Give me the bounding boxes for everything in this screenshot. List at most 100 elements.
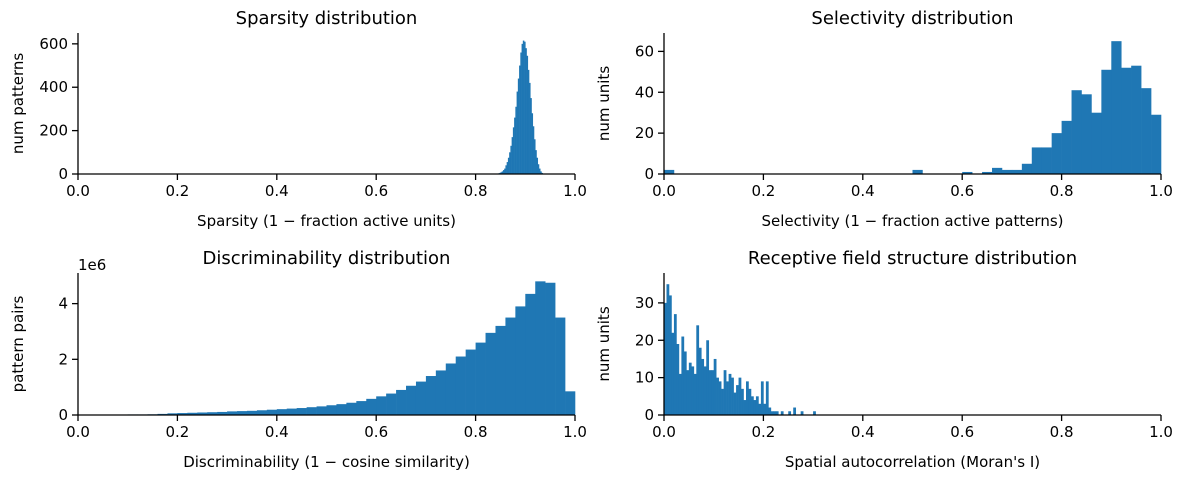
histogram-bar — [217, 411, 228, 415]
histogram-bar — [800, 411, 804, 415]
histogram-bar — [511, 137, 514, 174]
histogram-bar — [565, 391, 576, 415]
x-tick-label: 0.0 — [66, 423, 90, 441]
histogram-bar — [1101, 69, 1112, 174]
histogram-bar — [540, 171, 542, 174]
x-tick-label: 0.2 — [751, 423, 775, 441]
histogram-bar — [502, 170, 505, 174]
histogram-bar — [530, 98, 532, 174]
y-tick-label: 600 — [39, 35, 68, 53]
histogram-bar — [718, 381, 722, 415]
histogram-bar — [743, 400, 747, 415]
histogram-bar — [962, 171, 973, 174]
histogram-bar — [538, 168, 541, 174]
bars — [497, 40, 545, 175]
histogram-bar — [671, 332, 675, 415]
histogram-bar — [748, 388, 752, 415]
histogram-bar — [505, 317, 516, 415]
bars — [664, 41, 1162, 174]
histogram-bar — [521, 43, 524, 174]
histogram-bar — [500, 172, 502, 174]
histogram-bar — [537, 164, 540, 174]
histogram-bar — [711, 370, 715, 415]
histogram-bar — [510, 145, 512, 174]
histogram-bar — [1011, 169, 1023, 174]
y-tick-label: 0 — [58, 165, 68, 183]
histogram-bar — [465, 349, 476, 415]
x-tick-label: 1.0 — [1149, 423, 1173, 441]
histogram-bar — [515, 106, 517, 174]
histogram-bar — [475, 342, 486, 415]
histogram-bar — [768, 407, 772, 415]
histogram-bar — [435, 370, 447, 415]
x-tick-label: 0.4 — [265, 423, 289, 441]
y-tick-label: 0 — [644, 406, 654, 424]
y-tick-label: 40 — [635, 83, 654, 101]
x-tick-label: 0.8 — [464, 423, 488, 441]
histogram-bar — [376, 396, 387, 415]
histogram-bar — [780, 411, 784, 415]
histogram-bar — [167, 413, 178, 415]
histogram-bar — [525, 293, 536, 415]
histogram-bar — [336, 404, 347, 415]
histogram-bar — [1061, 120, 1072, 174]
x-tick-label: 0.2 — [751, 182, 775, 200]
y-axis-label: pattern pairs — [9, 295, 27, 392]
histogram-bar — [1141, 88, 1152, 174]
x-tick-label: 0.6 — [950, 182, 974, 200]
histogram-bar — [708, 370, 712, 415]
histogram-bar — [256, 410, 268, 415]
histogram-bar — [703, 366, 707, 415]
histogram-bar — [406, 385, 417, 415]
histogram-bar — [516, 91, 519, 174]
histogram-bar — [326, 405, 337, 415]
histogram-bar — [266, 409, 278, 415]
bars — [664, 284, 816, 415]
x-tick-label: 0.0 — [652, 182, 676, 200]
histogram-bar — [455, 356, 466, 415]
histogram-bar — [524, 41, 526, 175]
y-tick-label: 30 — [635, 294, 654, 312]
histogram-bar — [713, 358, 717, 415]
histogram-bar — [716, 377, 719, 415]
histogram-bar — [765, 381, 769, 415]
histogram-bar — [681, 336, 685, 415]
histogram-bar — [664, 169, 675, 174]
histogram-bar — [753, 400, 757, 415]
histogram-bar — [536, 157, 539, 174]
histogram-bar — [760, 381, 764, 415]
chart-title: Discriminability distribution — [203, 248, 451, 269]
histogram-bar — [356, 401, 367, 415]
histogram-bar — [982, 171, 993, 174]
histogram-bar — [386, 393, 397, 415]
x-tick-label: 0.2 — [165, 182, 189, 200]
x-axis-label: Spatial autocorrelation (Moran's I) — [785, 453, 1040, 471]
histogram-bar — [237, 411, 248, 415]
histogram-bar — [504, 168, 506, 174]
x-axis-label: Sparsity (1 − fraction active units) — [197, 212, 456, 230]
histogram-bar — [519, 65, 521, 174]
histogram-bar — [1091, 112, 1102, 174]
histogram-bar — [738, 377, 742, 415]
histogram-bar — [728, 373, 732, 415]
histogram-bar — [750, 396, 754, 415]
chart-1: 0.0 0.2 0.4 0.6 0.8 1.0 0 200 400 600 Sparsity dis… — [9, 8, 587, 230]
histogram-bar — [506, 162, 509, 174]
x-tick-label: 0.0 — [66, 182, 90, 200]
histogram-bar — [514, 117, 516, 174]
histogram-bar — [1051, 133, 1062, 174]
x-tick-label: 0.6 — [364, 423, 388, 441]
histogram-bar — [531, 113, 534, 174]
x-tick-label: 0.0 — [652, 423, 676, 441]
histogram-bar — [1041, 147, 1052, 174]
histogram-bar — [1081, 94, 1092, 174]
histogram-bar — [246, 410, 258, 415]
histogram-bar — [775, 411, 779, 415]
x-tick-label: 0.6 — [950, 423, 974, 441]
histogram-bar — [793, 407, 797, 415]
y-tick-label: 0 — [58, 406, 68, 424]
histogram-bar — [505, 165, 507, 174]
chart-3: 0.0 0.2 0.4 0.6 0.8 1.0 0 2 4 1e6 Discriminability… — [9, 248, 587, 471]
x-tick-label: 0.8 — [1050, 182, 1074, 200]
